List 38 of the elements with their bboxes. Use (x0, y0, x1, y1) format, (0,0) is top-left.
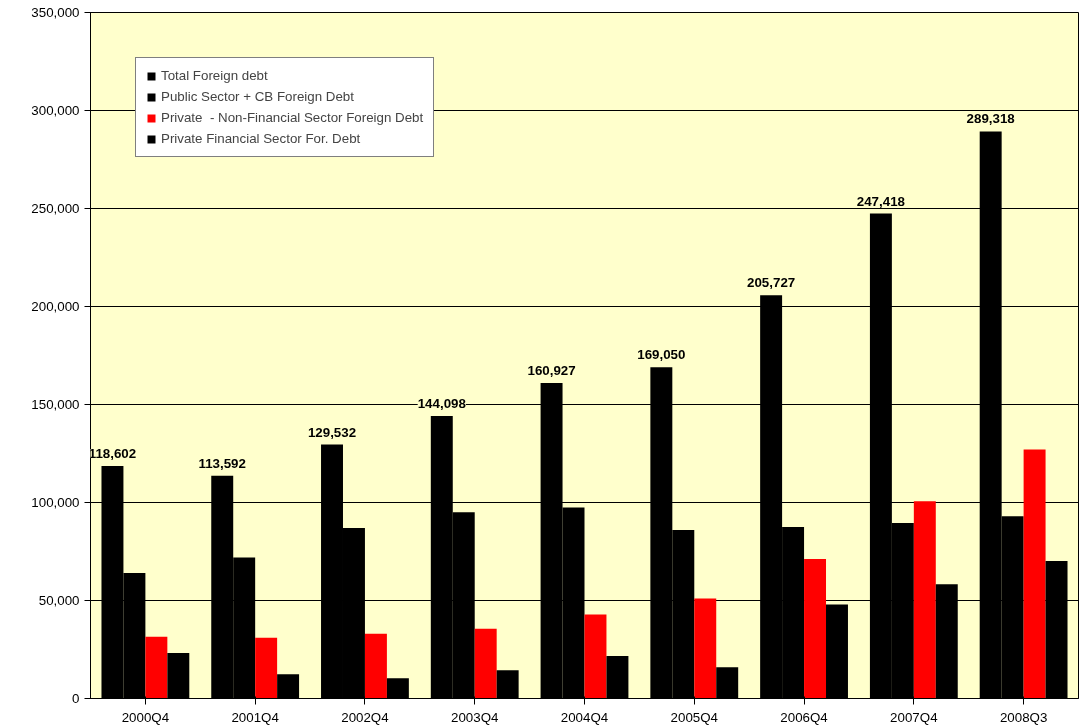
data-label: 129,532 (307, 424, 357, 440)
x-tick-label: 2006Q4 (780, 709, 829, 725)
bar (1023, 449, 1046, 699)
y-tick-label: 200,000 (31, 299, 80, 314)
x-tick-label: 2005Q4 (670, 709, 719, 725)
x-tick-label: 2002Q4 (341, 709, 390, 725)
y-tick-label: 300,000 (31, 103, 80, 118)
y-tick-label: 0 (72, 691, 80, 706)
bar (255, 637, 278, 699)
bar (804, 558, 827, 699)
data-label: 289,318 (966, 111, 1015, 127)
bar (913, 501, 936, 699)
data-label: 169,050 (637, 347, 686, 363)
legend-label: Private - Non-Financial Sector Foreign Debt (161, 110, 424, 125)
legend-label: Total Foreign debt (161, 68, 268, 83)
legend-label: Private Financial Sector For. Debt (161, 131, 361, 146)
data-label: 247,418 (856, 193, 905, 209)
bar (694, 598, 717, 699)
x-tick-label: 2003Q4 (451, 709, 500, 725)
bar (364, 633, 387, 699)
y-tick-label: 50,000 (38, 593, 80, 608)
bar (584, 614, 607, 699)
data-label: 160,927 (527, 363, 576, 379)
legend-label: Public Sector + CB Foreign Debt (161, 89, 354, 104)
y-tick-label: 100,000 (31, 495, 80, 510)
y-tick-label: 250,000 (31, 201, 80, 216)
bar (145, 636, 168, 699)
x-tick-label: 2007Q4 (890, 709, 939, 725)
y-tick-label: 150,000 (31, 397, 80, 412)
y-tick-label: 350,000 (31, 5, 80, 20)
x-tick-label: 2001Q4 (231, 709, 280, 725)
x-tick-label: 2008Q3 (999, 709, 1048, 725)
bar (474, 628, 497, 699)
data-label: 113,592 (198, 455, 246, 471)
x-tick-label: 2004Q4 (560, 709, 609, 725)
data-label: 144,098 (417, 396, 466, 412)
data-label: 205,727 (747, 275, 796, 291)
x-tick-label: 2000Q4 (121, 709, 170, 725)
